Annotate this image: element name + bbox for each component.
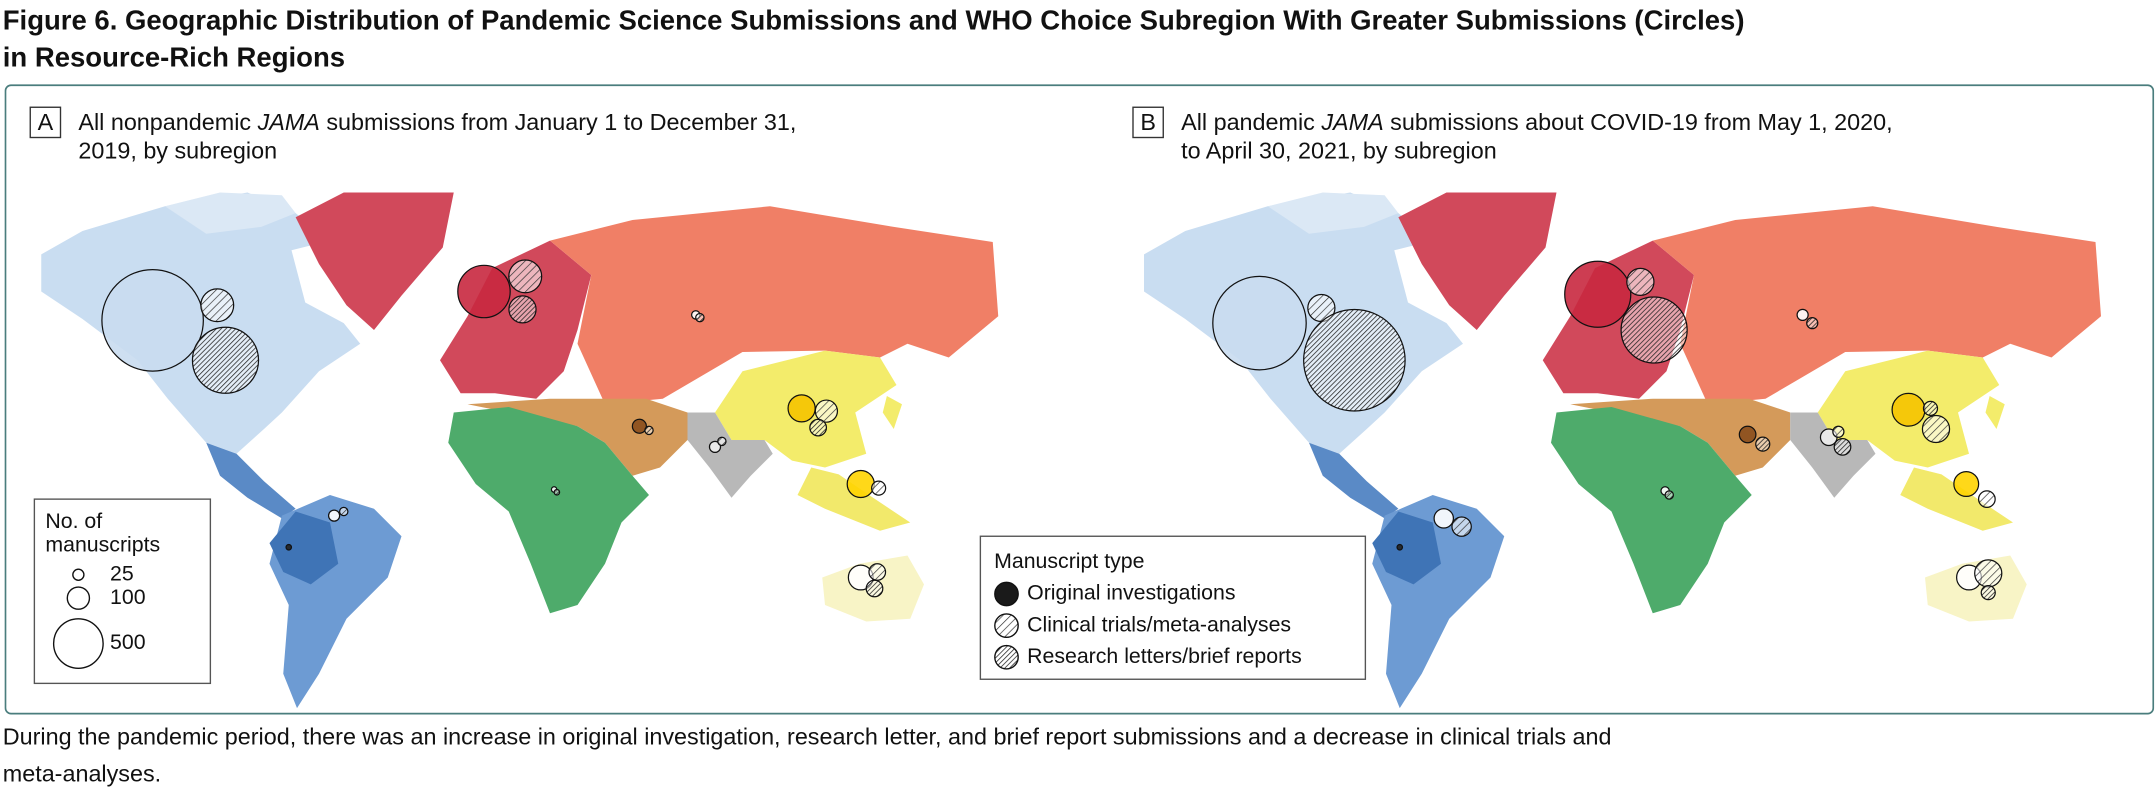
- size-legend-label: 500: [110, 630, 146, 654]
- size-legend-title: manuscripts: [45, 533, 160, 557]
- bubble: [1921, 414, 1951, 444]
- bubble: [457, 264, 511, 319]
- bubble: [101, 269, 204, 372]
- panel-description: All pandemic JAMA submissions about COVI…: [1181, 109, 1892, 135]
- type-legend-label: Research letters/brief reports: [1027, 644, 1302, 668]
- figure-title: in Resource-Rich Regions: [3, 41, 345, 72]
- bubble: [871, 480, 887, 496]
- bubble: [644, 425, 654, 436]
- type-legend-symbol: [994, 613, 1019, 638]
- bubble: [508, 295, 537, 324]
- bubble: [1433, 508, 1455, 529]
- panel-description: to April 30, 2021, by subregion: [1181, 138, 1497, 164]
- caption: meta-analyses.: [3, 761, 161, 787]
- size-legend-label: 100: [110, 585, 146, 609]
- panel-frame: [4, 84, 2155, 715]
- bubble: [338, 506, 349, 517]
- bubble: [708, 440, 722, 454]
- bubble: [1303, 308, 1406, 412]
- description-part: JAMA: [257, 109, 320, 135]
- type-legend-label: Original investigations: [1027, 581, 1235, 605]
- bubble: [285, 543, 293, 551]
- type-legend-box: [979, 535, 1367, 680]
- bubble: [1664, 490, 1675, 500]
- size-legend-circle: [66, 586, 91, 610]
- type-legend-symbol: [994, 644, 1019, 670]
- bubble: [695, 312, 705, 323]
- bubble: [1212, 275, 1307, 371]
- description-part: JAMA: [1320, 109, 1383, 135]
- bubble: [1564, 260, 1632, 328]
- size-legend-title: No. of: [45, 509, 102, 533]
- panel-label: B: [1140, 109, 1156, 135]
- description-part: submissions from January 1 to December 3…: [320, 109, 796, 135]
- description-part: to April 30, 2021, by subregion: [1181, 138, 1497, 164]
- type-legend-title: Manuscript type: [994, 549, 1144, 573]
- description-part: submissions about COVID-19 from May 1, 2…: [1384, 109, 1893, 135]
- bubble: [717, 436, 727, 447]
- bubble: [814, 399, 839, 423]
- bubble: [1922, 400, 1939, 416]
- bubble: [1974, 559, 2003, 588]
- size-legend-label: 25: [110, 561, 134, 585]
- bubble: [508, 259, 543, 294]
- bubble: [1620, 296, 1688, 364]
- bubble: [1891, 392, 1926, 427]
- bubble: [1796, 308, 1809, 322]
- bubble: [1738, 425, 1757, 444]
- bubble: [1755, 436, 1771, 452]
- bubble: [1953, 471, 1980, 497]
- description-part: All pandemic: [1181, 109, 1321, 135]
- bubble: [631, 418, 647, 434]
- bubble: [1832, 425, 1845, 438]
- type-legend-label: Clinical trials/meta-analyses: [1027, 612, 1291, 636]
- figure-title: Figure 6. Geographic Distribution of Pan…: [3, 4, 1745, 35]
- bubble: [327, 509, 341, 522]
- bubble: [191, 326, 260, 394]
- bubble: [1396, 543, 1404, 551]
- type-legend-symbol: [994, 581, 1019, 607]
- description-part: All nonpandemic: [78, 109, 257, 135]
- size-legend-circle: [52, 618, 104, 669]
- description-part: 2019, by subregion: [78, 138, 277, 164]
- panel-description: 2019, by subregion: [78, 138, 277, 164]
- bubble: [1833, 437, 1852, 456]
- bubble: [1980, 585, 1996, 601]
- bubble: [1451, 516, 1472, 537]
- bubble: [809, 418, 828, 437]
- bubble: [1977, 490, 1996, 509]
- bubble: [200, 288, 235, 323]
- caption: During the pandemic period, there was an…: [3, 724, 1612, 750]
- panel-description: All nonpandemic JAMA submissions from Ja…: [78, 109, 796, 135]
- bubble: [553, 488, 561, 496]
- panel-label-box: [1132, 106, 1164, 139]
- bubble: [846, 469, 875, 499]
- panel-label: A: [38, 109, 54, 135]
- bubble: [1626, 267, 1655, 297]
- panel-label-box: [29, 106, 62, 139]
- bubble: [787, 394, 816, 423]
- bubble: [1806, 316, 1819, 330]
- size-legend-circle: [72, 568, 85, 581]
- bubble: [868, 563, 887, 581]
- bubble: [865, 579, 884, 598]
